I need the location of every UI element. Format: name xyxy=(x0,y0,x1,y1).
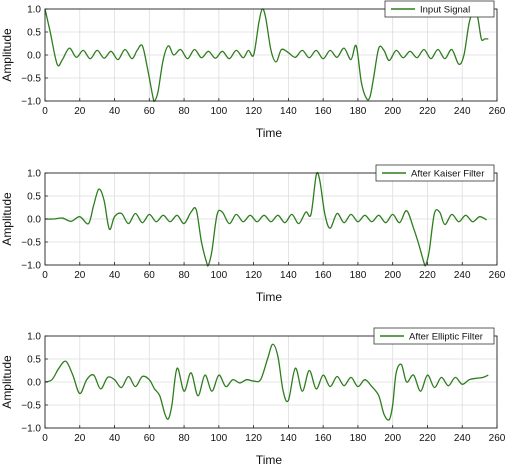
legend-box xyxy=(384,0,495,18)
legend-label: After Kaiser Filter xyxy=(411,169,484,180)
x-axis-title: Time xyxy=(256,290,283,304)
x-tick-label: 60 xyxy=(144,433,156,444)
legend-box xyxy=(375,164,495,182)
y-tick-label: −1.0 xyxy=(21,261,41,272)
x-tick-label: 240 xyxy=(454,106,471,117)
x-tick-label: 120 xyxy=(245,270,262,281)
legend: Input Signal xyxy=(384,0,495,18)
y-tick-label: 0.5 xyxy=(27,192,41,203)
series-line-1 xyxy=(44,8,489,103)
x-tick-label: 140 xyxy=(280,106,297,117)
legend: After Kaiser Filter xyxy=(375,164,495,182)
legend-box xyxy=(373,327,495,345)
chart-panel-3: 0 20 40 60 80 100 120 140 160 180 200 220 240 260 −1.0… xyxy=(0,327,506,467)
x-tick-label: 60 xyxy=(144,106,156,117)
y-axis-title: Amplitude xyxy=(0,355,14,409)
x-tick-label: 0 xyxy=(42,270,48,281)
x-tick-label: 40 xyxy=(109,270,121,281)
x-tick-label: 260 xyxy=(489,106,506,117)
chart-panel-2: 0 20 40 60 80 100 120 140 160 180 200 220 240 260 −1.0… xyxy=(0,164,506,304)
legend-label: After Elliptic Filter xyxy=(409,332,483,343)
x-tick-label: 100 xyxy=(211,270,228,281)
x-tick-label: 80 xyxy=(179,433,191,444)
x-tick-label: 140 xyxy=(280,433,297,444)
x-tick-label: 240 xyxy=(454,433,471,444)
y-axis-title: Amplitude xyxy=(0,28,14,82)
x-tick-label: 260 xyxy=(489,433,506,444)
legend: After Elliptic Filter xyxy=(373,327,495,345)
x-tick-label: 20 xyxy=(74,270,86,281)
x-tick-label: 240 xyxy=(454,270,471,281)
y-tick-label: 1.0 xyxy=(27,5,41,16)
y-tick-label: 0.5 xyxy=(27,355,41,366)
x-tick-label: 180 xyxy=(350,270,367,281)
x-tick-label: 260 xyxy=(489,270,506,281)
y-tick-label: −1.0 xyxy=(21,97,41,108)
x-tick-label: 180 xyxy=(350,106,367,117)
chart-panel-1: 0 20 40 60 80 100 120 140 160 180 200 220 240 260 −1.0… xyxy=(0,0,506,140)
x-tick-label: 180 xyxy=(350,433,367,444)
y-tick-label: −0.5 xyxy=(21,401,41,412)
x-tick-label: 160 xyxy=(315,106,332,117)
x-tick-label: 0 xyxy=(42,433,48,444)
y-tick-label: 0.0 xyxy=(27,51,41,62)
x-tick-label: 120 xyxy=(245,106,262,117)
x-tick-label: 40 xyxy=(109,106,121,117)
x-tick-label: 220 xyxy=(419,433,436,444)
y-tick-label: −1.0 xyxy=(21,424,41,435)
y-tick-label: −0.5 xyxy=(21,238,41,249)
legend-label: Input Signal xyxy=(420,5,470,16)
y-tick-label: −0.5 xyxy=(21,74,41,85)
x-tick-label: 200 xyxy=(384,106,401,117)
x-tick-label: 120 xyxy=(245,433,262,444)
y-tick-label: 0.0 xyxy=(27,378,41,389)
x-tick-label: 220 xyxy=(419,106,436,117)
x-tick-label: 100 xyxy=(211,433,228,444)
x-tick-label: 60 xyxy=(144,270,156,281)
x-tick-label: 0 xyxy=(42,106,48,117)
x-tick-label: 20 xyxy=(74,106,86,117)
x-axis-title: Time xyxy=(256,126,283,140)
x-tick-label: 160 xyxy=(315,270,332,281)
y-tick-label: 0.5 xyxy=(27,28,41,39)
y-tick-label: 1.0 xyxy=(27,169,41,180)
x-tick-label: 200 xyxy=(384,270,401,281)
x-tick-label: 80 xyxy=(179,270,191,281)
y-axis-title: Amplitude xyxy=(0,192,14,246)
y-tick-label: 1.0 xyxy=(27,332,41,343)
series-line-1 xyxy=(44,343,489,421)
x-tick-label: 100 xyxy=(211,106,228,117)
y-tick-label: 0.0 xyxy=(27,215,41,226)
x-tick-label: 140 xyxy=(280,270,297,281)
x-tick-label: 200 xyxy=(384,433,401,444)
x-tick-label: 20 xyxy=(74,433,86,444)
x-tick-label: 80 xyxy=(179,106,191,117)
x-tick-label: 40 xyxy=(109,433,121,444)
x-axis-title: Time xyxy=(256,453,283,467)
x-tick-label: 220 xyxy=(419,270,436,281)
x-tick-label: 160 xyxy=(315,433,332,444)
series-line-1 xyxy=(44,171,487,267)
